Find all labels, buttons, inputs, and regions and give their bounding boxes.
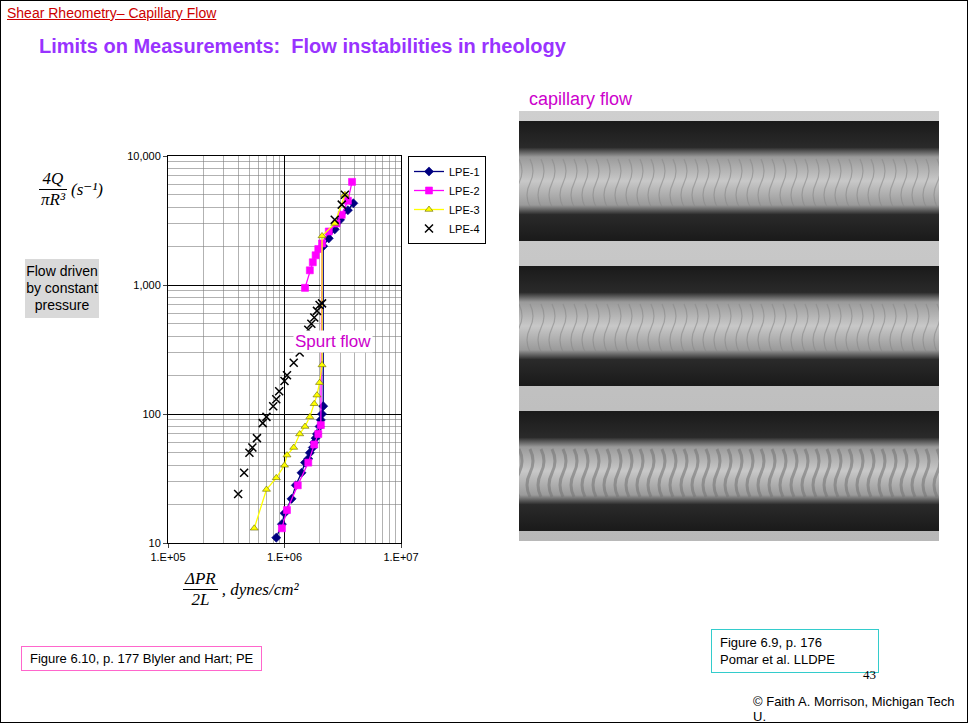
- svg-text:Spurt flow: Spurt flow: [295, 332, 371, 351]
- html-text:Pomar et al. LLDPE: Pomar et al. LLDPE: [720, 652, 835, 667]
- svg-text:100: 100: [142, 408, 160, 420]
- svg-text:LPE-2: LPE-2: [449, 185, 480, 197]
- html-text:πR³: πR³: [41, 190, 65, 209]
- html-text:© Faith A. Morrison, Michigan: © Faith A. Morrison, Michigan Tech U.: [753, 694, 955, 723]
- svg-text:10,000: 10,000: [127, 150, 161, 162]
- svg-text:LPE-3: LPE-3: [449, 204, 480, 216]
- html-text:Figure 6.10, p. 177 Blyler and: Figure 6.10, p. 177 Blyler and Hart; PE: [30, 651, 254, 666]
- svg-text:LPE-4: LPE-4: [449, 223, 480, 235]
- svg-text:10: 10: [149, 537, 161, 549]
- html-text:2L: 2L: [191, 590, 210, 609]
- svg-text:1.E+05: 1.E+05: [150, 551, 185, 563]
- html-text:43: 43: [863, 667, 876, 682]
- html-text:Limits on Measurements: Flow i: Limits on Measurements: Flow instabiliti…: [39, 35, 566, 57]
- html-text:capillary flow: capillary flow: [529, 89, 632, 109]
- html-text:Figure 6.9, p. 176: Figure 6.9, p. 176: [720, 635, 822, 650]
- html-text:(s⁻¹): (s⁻¹): [71, 180, 103, 199]
- svg-text:LPE-1: LPE-1: [449, 166, 480, 178]
- svg-text:1.E+07: 1.E+07: [383, 551, 418, 563]
- html-text:Flow driven by constant pressu: Flow driven by constant pressure: [26, 263, 98, 313]
- html-text:Shear Rheometry– Capillary Flo: Shear Rheometry– Capillary Flow: [7, 5, 217, 21]
- html-text:, dynes/cm²: , dynes/cm²: [221, 579, 299, 599]
- html-text:ΔPR: ΔPR: [185, 569, 216, 588]
- html-text:4Q: 4Q: [42, 169, 64, 188]
- svg-text:1,000: 1,000: [133, 279, 161, 291]
- svg-text:1.E+06: 1.E+06: [267, 551, 302, 563]
